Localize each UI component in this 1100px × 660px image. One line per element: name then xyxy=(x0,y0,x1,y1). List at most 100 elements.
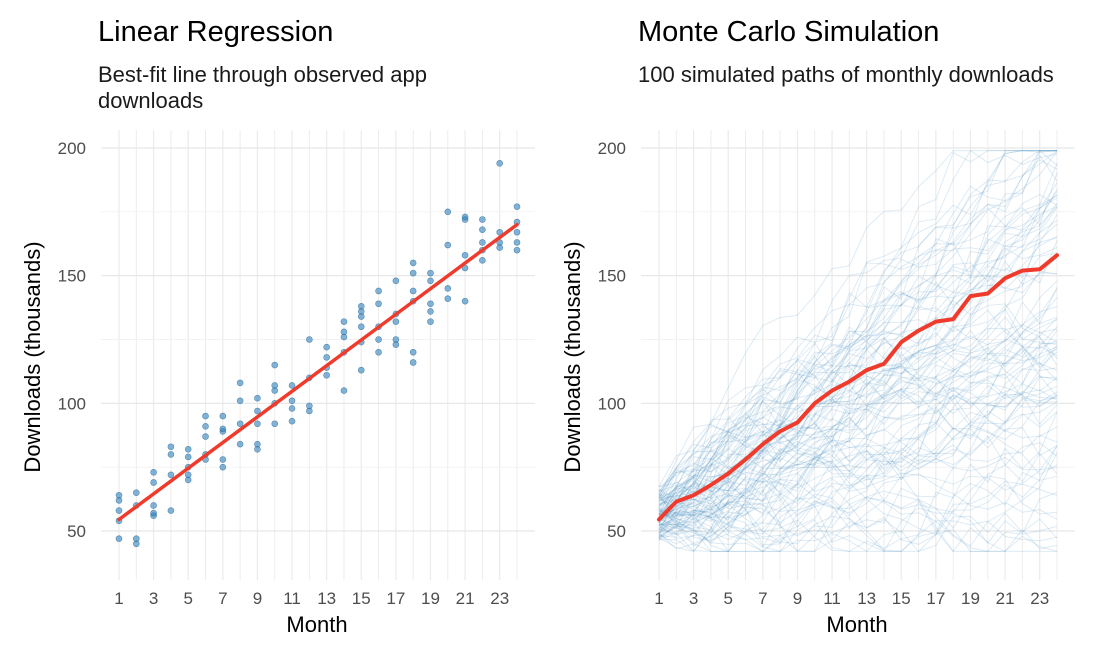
y-axis-title: Downloads (thousands) xyxy=(20,241,45,472)
data-point xyxy=(236,440,244,448)
simulated-path xyxy=(658,377,1058,526)
simulated-path xyxy=(658,206,1058,509)
regression-line xyxy=(117,222,519,522)
y-tick-label: 100 xyxy=(598,394,626,413)
simulated-path xyxy=(658,324,1058,526)
simulated-path xyxy=(658,512,1058,553)
simulated-path xyxy=(658,442,1058,531)
simulated-path xyxy=(658,270,1058,488)
simulated-path xyxy=(658,336,1058,520)
data-point xyxy=(340,318,348,325)
data-point xyxy=(202,433,209,440)
simulated-path xyxy=(658,280,1058,518)
simulated-path xyxy=(658,374,1058,533)
simulated-path xyxy=(658,237,1058,517)
data-point xyxy=(375,287,382,295)
simulated-path xyxy=(658,491,1058,552)
simulated-path xyxy=(658,451,1058,547)
simulated-path xyxy=(658,301,1058,514)
simulated-path xyxy=(658,473,1058,552)
x-tick-label: 17 xyxy=(926,589,945,608)
data-point xyxy=(357,366,365,374)
simulated-path xyxy=(658,150,1057,517)
data-point xyxy=(392,336,400,343)
simulated-path xyxy=(658,393,1058,531)
simulated-path xyxy=(658,408,1058,540)
simulated-path xyxy=(658,423,1058,552)
x-tick-label: 3 xyxy=(149,589,158,608)
data-point xyxy=(323,343,330,351)
simulated-path xyxy=(658,194,1058,539)
data-point xyxy=(409,287,417,295)
data-point xyxy=(271,361,279,369)
data-point xyxy=(375,300,382,308)
simulated-path xyxy=(658,346,1058,519)
data-point xyxy=(288,397,296,405)
x-tick-label: 9 xyxy=(253,589,262,608)
data-point xyxy=(427,318,434,325)
data-point xyxy=(167,451,175,458)
data-point xyxy=(496,160,503,167)
data-point xyxy=(427,308,434,315)
simulated-path xyxy=(658,299,1058,524)
simulated-path xyxy=(658,474,1058,530)
monte-carlo-panel: Monte Carlo Simulation 100 simulated pat… xyxy=(540,0,1090,660)
grid xyxy=(101,130,535,580)
data-point xyxy=(340,328,348,336)
simulated-path xyxy=(658,188,1058,505)
simulated-path xyxy=(658,150,1058,518)
simulated-path xyxy=(658,191,1058,526)
x-tick-label: 7 xyxy=(758,589,767,608)
data-point xyxy=(150,509,157,517)
data-point xyxy=(461,213,469,221)
x-tick-label: 1 xyxy=(114,589,123,608)
simulated-path xyxy=(658,325,1058,515)
data-point xyxy=(306,402,313,410)
data-point xyxy=(444,295,452,302)
x-tick-label: 19 xyxy=(421,589,440,608)
data-point xyxy=(513,228,521,236)
data-point xyxy=(357,323,365,331)
simulated-path xyxy=(658,445,1058,541)
simulated-path xyxy=(658,308,1058,537)
simulated-path xyxy=(658,150,1058,515)
x-tick-label: 23 xyxy=(1030,589,1049,608)
data-point xyxy=(202,423,209,430)
data-point xyxy=(254,440,261,448)
x-tick-label: 11 xyxy=(283,589,301,608)
data-point xyxy=(271,382,279,389)
data-point xyxy=(115,535,123,542)
data-point xyxy=(236,397,244,405)
data-point xyxy=(409,259,417,267)
simulated-path xyxy=(658,316,1058,511)
simulated-path xyxy=(658,434,1058,531)
data-point xyxy=(254,394,261,402)
data-point xyxy=(150,479,157,486)
simulated-path xyxy=(658,363,1058,521)
y-tick-label: 100 xyxy=(58,394,86,413)
data-point xyxy=(427,277,434,285)
simulated-path xyxy=(658,195,1058,501)
simulated-path xyxy=(658,410,1058,552)
x-tick-label: 1 xyxy=(654,589,663,608)
data-point xyxy=(479,226,486,234)
simulated-path xyxy=(658,456,1058,552)
simulated-path xyxy=(658,362,1058,508)
y-tick-label: 150 xyxy=(598,267,626,286)
data-point xyxy=(340,387,348,394)
data-point xyxy=(219,463,227,471)
simulated-path xyxy=(658,398,1058,508)
simulated-path xyxy=(658,342,1058,487)
data-point xyxy=(236,420,244,428)
data-point xyxy=(167,507,175,514)
simulated-path xyxy=(658,219,1058,494)
simulated-path xyxy=(658,150,1058,498)
data-point xyxy=(254,420,261,428)
data-point xyxy=(184,471,192,479)
simulated-path xyxy=(658,483,1058,552)
simulated-path xyxy=(658,256,1058,509)
data-point xyxy=(271,420,279,428)
data-point xyxy=(254,407,261,415)
data-point xyxy=(444,285,452,292)
